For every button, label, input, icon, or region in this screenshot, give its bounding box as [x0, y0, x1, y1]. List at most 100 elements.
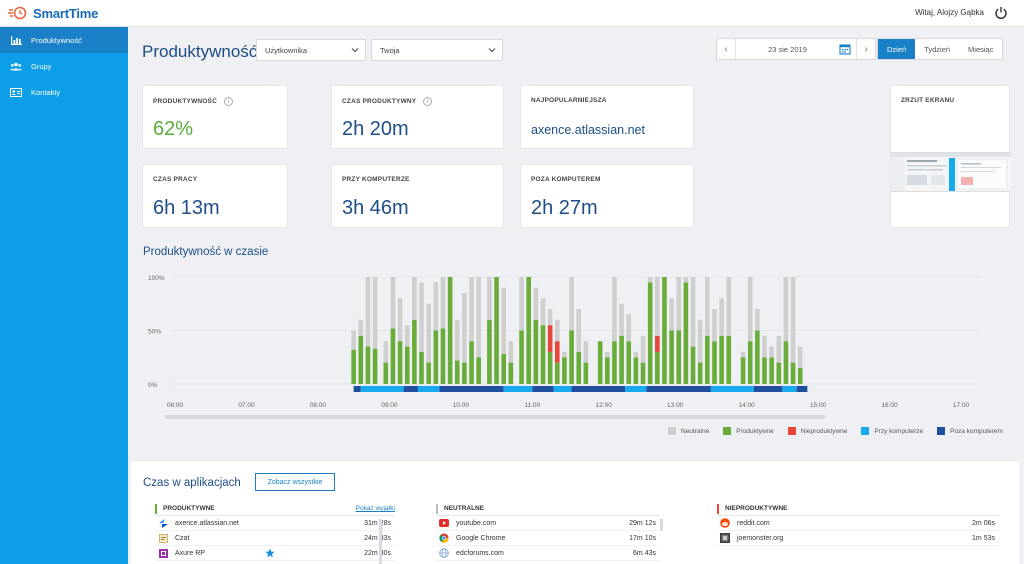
bar-productive	[372, 348, 378, 384]
bar-productive	[487, 319, 492, 384]
bar-neutral	[576, 309, 582, 352]
app-row[interactable]: Axure RP 22m 30s	[155, 546, 395, 561]
bar-productive	[690, 346, 696, 384]
kpi-label-wrap: POZA KOMPUTEREM	[531, 176, 601, 183]
smarttime-logo-icon	[8, 6, 27, 20]
info-icon[interactable]: i	[423, 97, 433, 106]
bar-neutral	[776, 335, 782, 363]
app-row[interactable]: edcforums.com 6m 43s	[436, 546, 660, 561]
bar-productive	[547, 351, 553, 384]
timeline-segment-away	[532, 386, 554, 392]
bar-neutral	[397, 298, 403, 342]
app-row[interactable]: joemonster.org 1m 53s	[717, 531, 999, 546]
calendar-icon[interactable]	[839, 43, 851, 55]
kpi-work-time-card: CZAS PRACY 6h 13m	[142, 164, 288, 228]
main-content: Produktywność Użytkownika Twoja ‹ 23 sie…	[128, 27, 1024, 564]
timeline-segment-away	[439, 386, 504, 392]
sidebar-item-productivity[interactable]: Produktywność	[0, 27, 128, 53]
scrollbar[interactable]	[379, 519, 382, 564]
bar-neutral	[533, 287, 539, 320]
bar-productive	[494, 277, 499, 384]
period-day-button[interactable]: Dzień	[878, 39, 916, 59]
legend-label: Nieproduktywne	[800, 427, 848, 435]
bar-productive	[755, 330, 760, 384]
kpi-value: 6h 13m	[153, 197, 220, 219]
app-row[interactable]: reddit.com 2m 06s	[717, 516, 999, 531]
bar-productive	[397, 341, 403, 384]
app-row[interactable]: youtube.com 29m 12s	[436, 516, 660, 531]
prev-day-button[interactable]: ‹	[724, 43, 728, 55]
bar-productive	[762, 357, 767, 384]
kpi-value: 3h 46m	[342, 197, 409, 219]
kpi-productivity-card: PRODUKTYWNOŚĆ i 62%	[142, 85, 288, 149]
bar-neutral	[358, 319, 364, 336]
bar-neutral	[562, 351, 567, 358]
app-time: 17m 10s	[629, 534, 656, 542]
bar-productive	[747, 341, 753, 384]
bar-productive	[540, 325, 546, 384]
legend-item-away[interactable]: Poza komputerem	[937, 427, 1003, 435]
axure-icon	[158, 548, 168, 558]
date-value[interactable]: 23 sie 2019	[768, 44, 807, 54]
bar-neutral	[508, 341, 514, 363]
brand[interactable]: SmartTime	[0, 0, 128, 27]
kpi-away-computer-card: POZA KOMPUTEREM 2h 27m	[520, 164, 694, 228]
sidebar-item-label: Kontakty	[31, 87, 61, 97]
column-title: NIEPRODUKTYWNE	[725, 505, 788, 512]
x-tick-label: 08:00	[310, 402, 327, 409]
legend-label: Neutralne	[681, 427, 710, 435]
bar-neutral	[655, 277, 660, 336]
app-time: 22m 30s	[364, 549, 391, 557]
bar-neutral	[762, 335, 767, 358]
bar-unproductive	[547, 325, 553, 352]
bar-neutral	[726, 277, 732, 336]
power-icon[interactable]	[994, 6, 1008, 20]
bar-neutral	[740, 351, 746, 358]
legend-swatch	[723, 427, 732, 435]
bar-productive	[562, 357, 567, 384]
reddit-icon	[720, 518, 730, 528]
sidebar-item-groups[interactable]: Grupy	[0, 53, 128, 79]
period-week-button[interactable]: Tydzień	[924, 44, 951, 54]
legend-swatch	[861, 427, 870, 435]
show-exceptions-link[interactable]: Pokaż wyjątki	[355, 505, 395, 512]
app-row[interactable]: axence.atlassian.net 31m 28s	[155, 516, 395, 531]
bar-productive	[390, 328, 396, 384]
joemonster-icon	[720, 533, 730, 543]
bar-unproductive	[554, 341, 560, 363]
screenshot-card[interactable]: ZRZUT EKRANU	[890, 85, 1011, 228]
star-icon[interactable]	[265, 548, 275, 558]
legend-item-neutral[interactable]: Neutralne	[668, 427, 709, 435]
bar-neutral	[454, 319, 460, 361]
screenshot-thumbnail[interactable]	[891, 152, 1011, 192]
scrollbar[interactable]	[660, 519, 663, 531]
see-all-button[interactable]: Zobacz wszystkie	[255, 473, 335, 491]
app-row[interactable]: Czat 24m 33s	[155, 531, 395, 546]
bar-productive	[726, 335, 732, 384]
next-day-button[interactable]: ›	[864, 43, 868, 55]
kpi-productive-time-card: CZAS PRODUKTYWNY i 2h 20m	[331, 85, 504, 149]
bar-productive	[526, 277, 531, 384]
x-tick-label: 15:00	[810, 402, 827, 409]
legend-swatch	[668, 427, 676, 435]
bar-productive	[365, 346, 371, 384]
app-row[interactable]: Google Chrome 17m 10s	[436, 531, 660, 546]
app-time: 31m 28s	[364, 519, 391, 527]
column-header: PRODUKTYWNE Pokaż wyjątki	[155, 503, 395, 516]
kpi-value: 2h 27m	[531, 197, 598, 219]
column-title: PRODUKTYWNE	[163, 505, 215, 512]
bar-neutral	[676, 277, 682, 331]
period-month-button[interactable]: Miesiąc	[968, 44, 994, 54]
legend-item-productive[interactable]: Produktywne	[723, 427, 774, 435]
user-select[interactable]: Twoja	[371, 39, 503, 61]
scope-select[interactable]: Użytkownika	[256, 39, 366, 61]
sidebar-item-contacts[interactable]: Kontakty	[0, 79, 128, 105]
info-icon[interactable]: i	[224, 97, 233, 106]
legend-item-at-computer[interactable]: Przy komputerze	[861, 427, 923, 435]
bar-productive	[501, 354, 506, 384]
date-picker: ‹ 23 sie 2019 ›	[716, 38, 876, 60]
legend-item-unproductive[interactable]: Nieproduktywne	[787, 427, 848, 435]
legend-swatch	[937, 427, 946, 435]
bar-productive	[697, 362, 703, 384]
welcome-text: Witaj, Alojzy Gąbka	[915, 8, 984, 17]
